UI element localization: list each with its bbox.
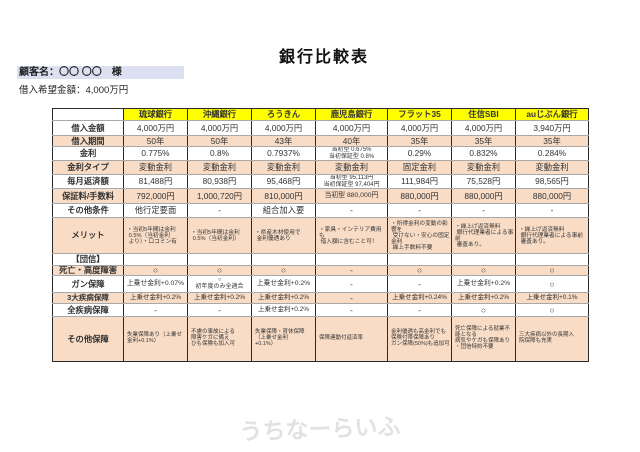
svg-text:うちなーらいふ: うちなーらいふ — [239, 413, 401, 445]
